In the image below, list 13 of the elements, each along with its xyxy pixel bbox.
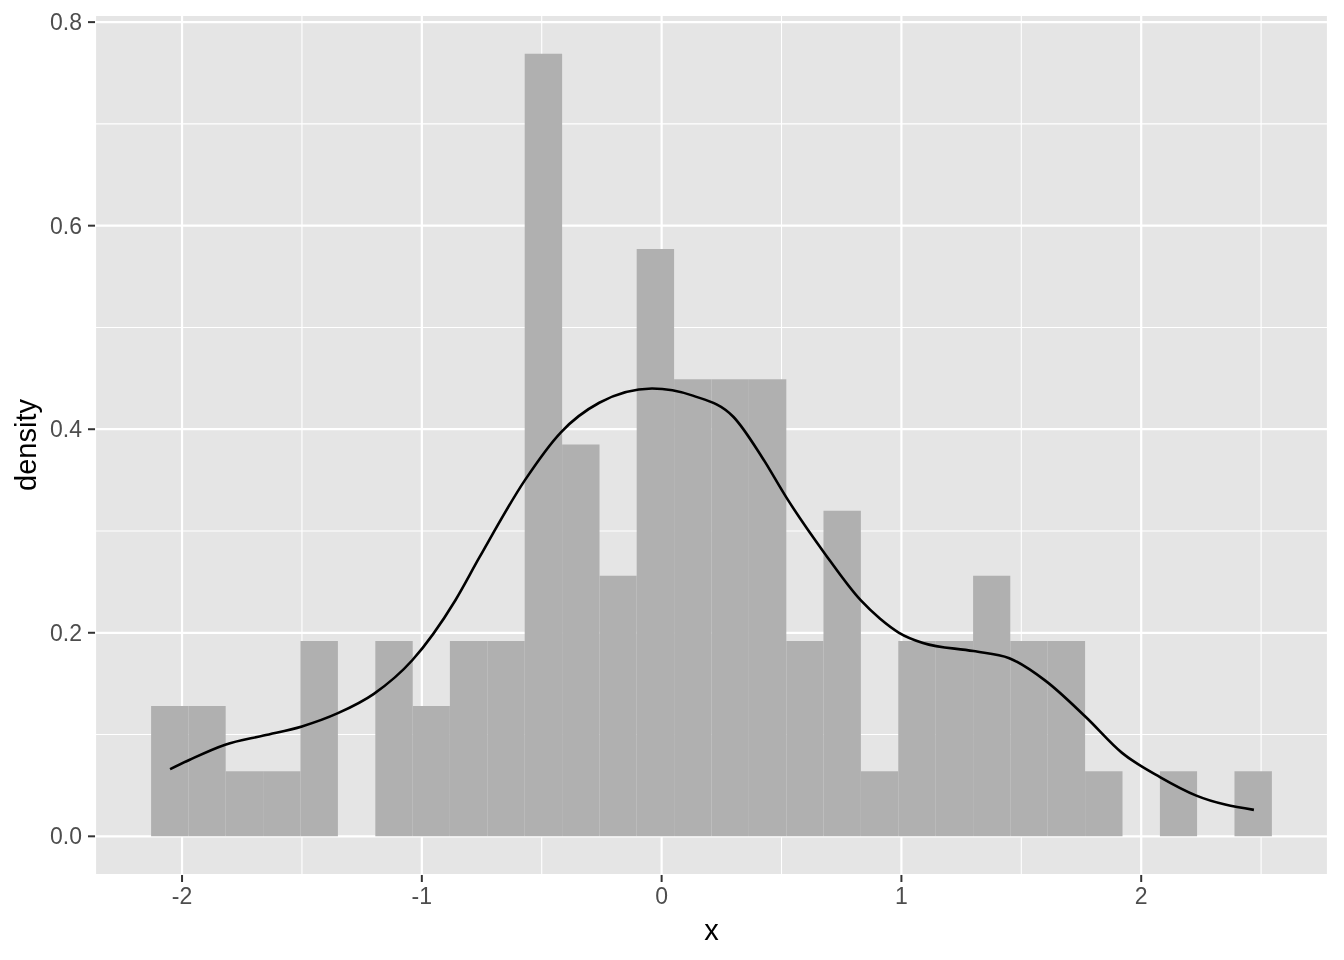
x-axis-title: x xyxy=(704,914,720,946)
x-tick-label: 1 xyxy=(895,883,908,910)
y-tick-label: 0.0 xyxy=(50,823,82,850)
y-tick-label: 0.4 xyxy=(50,416,83,443)
x-tick-label: 0 xyxy=(655,883,669,910)
y-tick-label: 0.2 xyxy=(50,619,82,646)
x-tick-label: -2 xyxy=(171,883,193,910)
line-series xyxy=(168,387,1256,812)
y-axis-title: density xyxy=(10,398,42,491)
y-tick-label: 0.6 xyxy=(50,212,82,239)
x-tick-label: 2 xyxy=(1134,883,1148,910)
y-tick-label: 0.8 xyxy=(50,9,82,36)
x-tick-label: -1 xyxy=(411,883,433,910)
